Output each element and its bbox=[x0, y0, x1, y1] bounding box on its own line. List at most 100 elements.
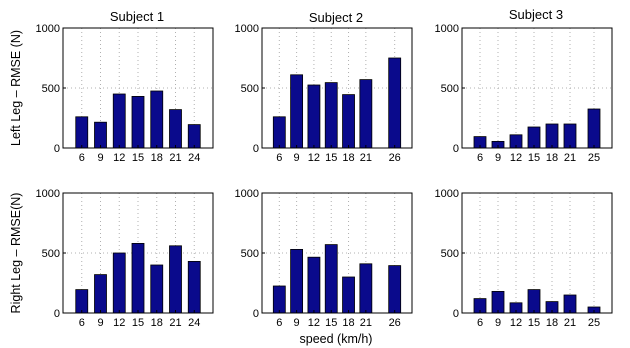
bar bbox=[545, 123, 559, 149]
bar bbox=[587, 108, 601, 149]
bar bbox=[112, 252, 126, 314]
panel-2: 6 9 12 15 18 21 26 0 500 1000 bbox=[235, 23, 413, 164]
y-tick-label: 1000 bbox=[36, 23, 60, 35]
row-label-right-leg: Right Leg – RMSE(N) bbox=[9, 193, 23, 314]
x-tick-label: 21 bbox=[360, 152, 372, 164]
x-tick-label: 18 bbox=[151, 152, 163, 164]
x-tick-label: 15 bbox=[528, 152, 540, 164]
x-tick-label: 15 bbox=[132, 152, 144, 164]
x-tick-label: 18 bbox=[342, 317, 354, 329]
x-tick-label: 9 bbox=[97, 317, 103, 329]
bar bbox=[169, 109, 182, 149]
x-tick-label: 6 bbox=[79, 152, 85, 164]
x-tick-label: 9 bbox=[294, 317, 300, 329]
bar bbox=[388, 57, 402, 149]
x-tick-label: 6 bbox=[477, 317, 483, 329]
bar bbox=[307, 84, 321, 149]
bar bbox=[324, 244, 338, 314]
bar bbox=[342, 276, 355, 314]
bar bbox=[131, 96, 145, 149]
bar bbox=[324, 82, 338, 149]
bar bbox=[94, 274, 107, 314]
x-tick-label: 6 bbox=[477, 152, 483, 164]
bar bbox=[272, 285, 286, 314]
bar bbox=[150, 90, 164, 149]
column-title-subject-3: Subject 3 bbox=[509, 7, 563, 22]
x-tick-label: 18 bbox=[342, 152, 354, 164]
x-tick-label: 26 bbox=[389, 317, 401, 329]
y-tick-label: 1000 bbox=[235, 23, 259, 35]
x-tick-label: 21 bbox=[564, 317, 576, 329]
y-tick-label: 1000 bbox=[36, 188, 60, 200]
row-label-left-leg: Left Leg – RMSE (N) bbox=[9, 30, 23, 146]
x-tick-label: 12 bbox=[308, 317, 320, 329]
x-tick-label: 18 bbox=[151, 317, 163, 329]
y-tick-label: 500 bbox=[42, 248, 60, 260]
x-tick-label: 26 bbox=[389, 152, 401, 164]
y-tick-label: 1000 bbox=[435, 23, 459, 35]
y-tick-label: 0 bbox=[453, 143, 459, 155]
x-tick-label: 12 bbox=[510, 152, 522, 164]
y-tick-label: 0 bbox=[253, 308, 259, 320]
x-tick-label: 24 bbox=[188, 317, 200, 329]
bar bbox=[112, 93, 126, 149]
column-title-subject-1: Subject 1 bbox=[110, 9, 164, 24]
y-tick-label: 0 bbox=[253, 143, 259, 155]
bar bbox=[169, 245, 182, 314]
bar bbox=[131, 242, 145, 314]
x-tick-label: 21 bbox=[169, 317, 181, 329]
bar bbox=[563, 123, 577, 149]
bar bbox=[290, 74, 304, 149]
panel-4: 6 9 12 15 18 21 24 0 500 1000 bbox=[36, 188, 214, 329]
x-tick-label: 9 bbox=[495, 152, 501, 164]
x-tick-label: 21 bbox=[564, 152, 576, 164]
y-tick-label: 1000 bbox=[435, 188, 459, 200]
y-tick-label: 0 bbox=[453, 308, 459, 320]
x-tick-label: 12 bbox=[113, 317, 125, 329]
bar bbox=[75, 289, 89, 314]
bar bbox=[187, 260, 201, 314]
x-tick-label: 9 bbox=[97, 152, 103, 164]
panel-3: 6 9 12 15 18 21 25 0 500 1000 bbox=[435, 23, 613, 164]
x-tick-label: 6 bbox=[276, 317, 282, 329]
bar bbox=[150, 264, 164, 314]
x-tick-label: 12 bbox=[308, 152, 320, 164]
bar bbox=[75, 116, 89, 149]
bar bbox=[491, 290, 505, 314]
y-tick-label: 1000 bbox=[235, 188, 259, 200]
x-tick-label: 6 bbox=[276, 152, 282, 164]
bar bbox=[388, 265, 402, 314]
x-tick-label: 6 bbox=[79, 317, 85, 329]
y-tick-label: 500 bbox=[441, 248, 459, 260]
x-tick-label: 15 bbox=[325, 152, 337, 164]
bar bbox=[359, 79, 373, 149]
y-tick-label: 500 bbox=[441, 83, 459, 95]
panel-6: 6 9 12 15 18 21 25 0 500 1000 bbox=[435, 188, 613, 329]
y-tick-label: 0 bbox=[54, 308, 60, 320]
x-tick-label: 15 bbox=[325, 317, 337, 329]
bar bbox=[272, 116, 286, 149]
x-tick-label: 21 bbox=[360, 317, 372, 329]
bar bbox=[359, 263, 373, 314]
x-tick-label: 18 bbox=[546, 152, 558, 164]
bar bbox=[527, 289, 541, 314]
x-tick-label: 18 bbox=[546, 317, 558, 329]
x-tick-label: 24 bbox=[188, 152, 200, 164]
bar bbox=[342, 94, 355, 149]
bar bbox=[527, 126, 541, 149]
bar bbox=[307, 256, 321, 314]
panel-1: 6 9 12 15 18 21 24 0 500 1000 bbox=[36, 23, 214, 164]
x-tick-label: 9 bbox=[294, 152, 300, 164]
y-tick-label: 500 bbox=[42, 83, 60, 95]
bar bbox=[290, 248, 304, 314]
x-tick-label: 15 bbox=[528, 317, 540, 329]
x-tick-label: 25 bbox=[588, 317, 600, 329]
x-tick-label: 15 bbox=[132, 317, 144, 329]
y-tick-label: 0 bbox=[54, 143, 60, 155]
y-tick-label: 500 bbox=[241, 248, 259, 260]
bar bbox=[94, 121, 107, 149]
x-tick-label: 9 bbox=[495, 317, 501, 329]
y-tick-label: 500 bbox=[241, 83, 259, 95]
